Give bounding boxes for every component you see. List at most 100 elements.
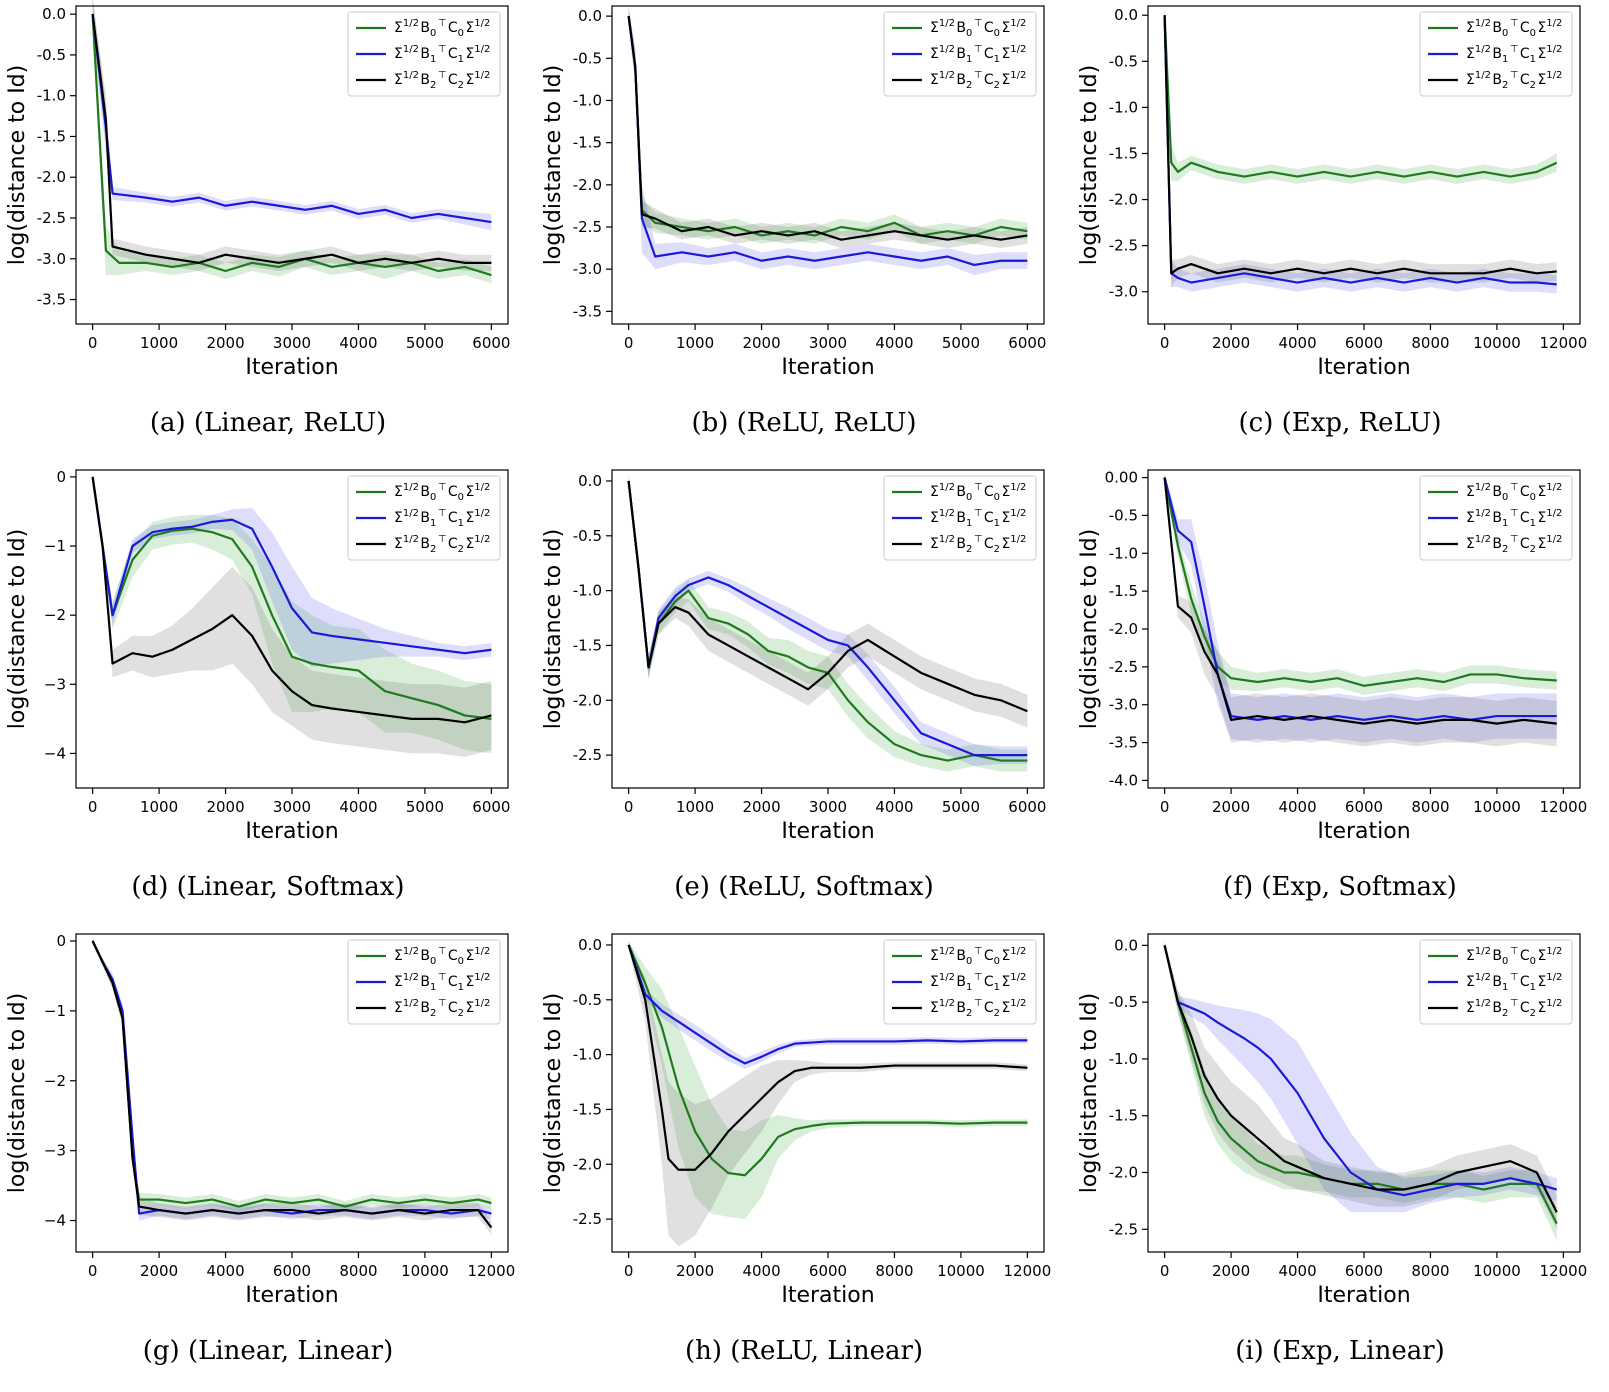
x-tick-label: 10000	[1473, 1262, 1521, 1280]
series-line-b-1	[627, 15, 1028, 267]
x-tick-label: 6000	[1008, 334, 1046, 352]
x-tick-label: 6000	[1008, 798, 1046, 816]
legend-entry: Σ1/2 B1 ⊤ C1 Σ1/2	[394, 508, 492, 529]
x-tick-label: 4000	[742, 1262, 780, 1280]
x-tick-label: 6000	[1345, 334, 1383, 352]
y-tick-label: -2.0	[573, 176, 602, 194]
x-tick-label: 6000	[1345, 1262, 1383, 1280]
x-tick-label: 0	[88, 1262, 98, 1280]
legend-entry: Σ1/2 B1 ⊤ C1 Σ1/2	[930, 44, 1028, 65]
legend-entry: Σ1/2 B0 ⊤ C0 Σ1/2	[394, 482, 492, 503]
caption-c: (c) (Exp, ReLU)	[1238, 408, 1442, 438]
x-tick-label: 0	[624, 798, 634, 816]
y-axis-label: log(distance to Id)	[5, 993, 30, 1193]
y-tick-label: −4	[44, 1212, 66, 1230]
legend-entry: Σ1/2 B2 ⊤ C2 Σ1/2	[394, 998, 492, 1019]
x-tick-label: 10000	[1473, 334, 1521, 352]
panel-h: 0 2000 4000 6000 8000 10000 12000 0.0 -0.5 -1.0 -1…	[536, 928, 1072, 1392]
panel-f: 0 2000 4000 6000 8000 10000 12000 0.00 -0.5 -1.0 -…	[1072, 464, 1608, 928]
series-line-a-0	[91, 14, 492, 277]
x-tick-label: 6000	[1345, 798, 1383, 816]
legend-entry: Σ1/2 B0 ⊤ C0 Σ1/2	[1466, 946, 1564, 967]
y-tick-label: 0	[56, 468, 66, 486]
legend-entry: Σ1/2 B2 ⊤ C2 Σ1/2	[1466, 70, 1564, 91]
y-tick-label: -2.5	[37, 209, 66, 227]
series-line-c-1	[1163, 15, 1557, 286]
x-tick-label: 2000	[140, 1262, 178, 1280]
series-line-h-2	[627, 944, 1028, 1171]
series-line-a-1	[91, 14, 492, 224]
y-tick-label: -0.5	[1109, 52, 1138, 70]
y-tick-label: -2.5	[573, 218, 602, 236]
x-tick-label: 8000	[1411, 334, 1449, 352]
y-tick-label: -2.0	[1109, 191, 1138, 209]
x-tick-label: 5000	[406, 798, 444, 816]
x-tick-label: 12000	[1004, 1262, 1052, 1280]
band-b-0	[628, 7, 1028, 244]
y-tick-label: -0.5	[573, 49, 602, 67]
x-tick-label: 1000	[676, 334, 714, 352]
caption-i: (i) (Exp, Linear)	[1235, 1336, 1445, 1366]
series-line-e-1	[627, 480, 1028, 757]
series-line-d-1	[91, 476, 492, 655]
y-tick-label: -1.0	[1109, 1050, 1138, 1068]
x-tick-label: 0	[88, 798, 98, 816]
legend: Σ1/2 B0 ⊤ C0 Σ1/2 Σ1/2 B1 ⊤ C1 Σ1/2 Σ1/2…	[347, 11, 501, 97]
x-tick-label: 5000	[942, 334, 980, 352]
x-tick-label: 1000	[140, 798, 178, 816]
series-line-i-2	[1163, 945, 1558, 1213]
y-tick-label: -0.5	[573, 527, 602, 545]
series-line-d-2	[91, 476, 492, 724]
x-tick-label: 4000	[875, 798, 913, 816]
x-tick-label: 3000	[809, 334, 847, 352]
legend: Σ1/2 B0 ⊤ C0 Σ1/2 Σ1/2 B1 ⊤ C1 Σ1/2 Σ1/2…	[347, 475, 501, 561]
y-tick-label: −2	[44, 606, 66, 624]
band-d-2	[92, 473, 492, 757]
y-axis-label: log(distance to Id)	[1077, 65, 1102, 265]
x-tick-label: 2000	[206, 334, 244, 352]
x-axis-label: Iteration	[245, 355, 338, 380]
y-tick-label: 0.0	[578, 7, 602, 25]
y-tick-label: -3.5	[1109, 734, 1138, 752]
band-f-2	[1164, 473, 1557, 747]
x-tick-label: 1000	[140, 334, 178, 352]
x-tick-label: 3000	[809, 798, 847, 816]
y-tick-label: -1.5	[1109, 582, 1138, 600]
y-tick-label: -2.0	[573, 691, 602, 709]
x-axis-label: Iteration	[1317, 1283, 1410, 1308]
band-d-0	[92, 473, 492, 754]
y-axis-label: log(distance to Id)	[541, 65, 566, 265]
legend-entry: Σ1/2 B1 ⊤ C1 Σ1/2	[930, 972, 1028, 993]
legend-entry: Σ1/2 B2 ⊤ C2 Σ1/2	[930, 534, 1028, 555]
x-tick-label: 2000	[676, 1262, 714, 1280]
legend-entry: Σ1/2 B0 ⊤ C0 Σ1/2	[1466, 18, 1564, 39]
y-axis-label: log(distance to Id)	[541, 993, 566, 1193]
x-tick-label: 2000	[742, 334, 780, 352]
caption-h: (h) (ReLU, Linear)	[684, 1336, 924, 1366]
chart-g: 0 2000 4000 6000 8000 10000 12000 0 −1 −2 −3 −4 Iter…	[5, 932, 515, 1308]
legend: Σ1/2 B0 ⊤ C0 Σ1/2 Σ1/2 B1 ⊤ C1 Σ1/2 Σ1/2…	[883, 939, 1037, 1025]
y-tick-label: -2.0	[37, 168, 66, 186]
band-h-1	[628, 941, 1028, 1069]
legend-entry: Σ1/2 B2 ⊤ C2 Σ1/2	[394, 534, 492, 555]
y-tick-label: −4	[44, 744, 66, 762]
legend-entry: Σ1/2 B2 ⊤ C2 Σ1/2	[1466, 534, 1564, 555]
legend-entry: Σ1/2 B1 ⊤ C1 Σ1/2	[394, 972, 492, 993]
y-tick-label: −2	[44, 1072, 66, 1090]
legend-entry: Σ1/2 B2 ⊤ C2 Σ1/2	[394, 70, 492, 91]
panel-b: 0 1000 2000 3000 4000 5000 6000 0.0 -0.5 -1.0 -1.5…	[536, 0, 1072, 464]
y-tick-label: -2.5	[1109, 1220, 1138, 1238]
chart-b: 0 1000 2000 3000 4000 5000 6000 0.0 -0.5 -1.0 -1.5…	[541, 5, 1046, 380]
chart-i: 0 2000 4000 6000 8000 10000 12000 0.0 -0.5 -1.0 -1…	[1077, 933, 1587, 1308]
band-e-2	[628, 475, 1028, 728]
x-tick-label: 2000	[742, 798, 780, 816]
y-tick-label: -1.5	[573, 134, 602, 152]
series-line-c-2	[1163, 15, 1557, 275]
y-tick-label: −3	[44, 675, 66, 693]
x-axis-label: Iteration	[245, 1283, 338, 1308]
x-tick-label: 0	[624, 334, 634, 352]
legend-box	[1419, 939, 1573, 1025]
caption-g: (g) (Linear, Linear)	[142, 1336, 394, 1366]
legend-box	[347, 11, 501, 97]
legend-entry: Σ1/2 B2 ⊤ C2 Σ1/2	[930, 70, 1028, 91]
